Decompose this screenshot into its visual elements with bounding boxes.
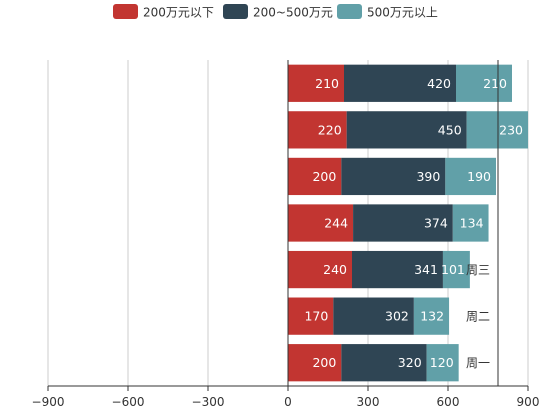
series-0: 200 170 240 244 200 220 210 <box>288 64 354 382</box>
legend-swatch <box>337 4 362 19</box>
bar[interactable] <box>288 297 334 335</box>
bar-value-label: 170 <box>304 309 328 324</box>
bar[interactable] <box>346 111 467 149</box>
bar-value-label: 341 <box>414 262 438 277</box>
x-tick-label: 900 <box>517 395 540 409</box>
bar-value-label: 302 <box>385 309 409 324</box>
bar-value-label: 190 <box>467 169 491 184</box>
x-tick-label: 0 <box>284 395 292 409</box>
bar[interactable] <box>413 297 450 335</box>
bar[interactable] <box>352 250 443 289</box>
bar[interactable] <box>288 64 344 102</box>
bar-value-label: 390 <box>416 169 440 184</box>
bar[interactable] <box>456 64 512 102</box>
category-label: 周二 <box>466 310 490 324</box>
x-tick-label: −900 <box>32 395 65 409</box>
bar[interactable] <box>288 250 352 289</box>
bar-series: 200 170 240 244 200 220 210 320 302 341 374 390 450 4… <box>288 64 528 382</box>
bar-value-label: 320 <box>398 355 422 370</box>
bar[interactable] <box>288 111 347 149</box>
bar[interactable] <box>344 64 456 102</box>
legend: 200万元以下 200~500万元 500万元以上 <box>113 4 438 20</box>
legend-label: 500万元以上 <box>367 6 438 20</box>
bar[interactable] <box>341 157 446 196</box>
bar[interactable] <box>452 204 489 242</box>
x-tick-label: 300 <box>357 395 380 409</box>
bar-value-label: 220 <box>318 122 342 137</box>
bar-value-label: 240 <box>323 262 347 277</box>
legend-label: 200万元以下 <box>143 6 214 20</box>
legend-swatch <box>223 4 248 19</box>
legend-item-0[interactable]: 200万元以下 <box>113 4 214 20</box>
x-tick-label: 600 <box>437 395 460 409</box>
bar[interactable] <box>466 111 528 149</box>
bar-value-label: 420 <box>427 76 451 91</box>
series-2: 120 132 101 134 190 230 210 <box>413 64 528 382</box>
bar[interactable] <box>445 157 496 196</box>
bar-value-label: 374 <box>424 216 448 231</box>
bar[interactable] <box>333 297 414 335</box>
x-tick-label: −600 <box>112 395 145 409</box>
bar[interactable] <box>288 157 342 196</box>
bar[interactable] <box>341 344 427 382</box>
bar-value-label: 210 <box>483 76 507 91</box>
bar-value-label: 230 <box>499 122 523 137</box>
legend-item-1[interactable]: 200~500万元 <box>223 4 333 20</box>
bar[interactable] <box>353 204 453 242</box>
category-label: 周一 <box>466 356 490 370</box>
x-tick-label: −300 <box>192 395 225 409</box>
bar-value-label: 244 <box>324 216 348 231</box>
category-label: 周三 <box>466 263 490 277</box>
legend-label: 200~500万元 <box>253 6 333 20</box>
bar-value-label: 134 <box>460 216 484 231</box>
bar[interactable] <box>288 204 354 242</box>
bar-value-label: 132 <box>420 309 444 324</box>
bar[interactable] <box>426 344 459 382</box>
series-1: 320 302 341 374 390 450 420 <box>333 64 467 382</box>
bar[interactable] <box>442 250 470 289</box>
legend-item-2[interactable]: 500万元以上 <box>337 4 438 20</box>
x-axis: −900 −600 −300 0 300 600 900 <box>32 60 540 409</box>
bar-value-label: 120 <box>430 355 454 370</box>
bar-value-label: 210 <box>315 76 339 91</box>
bar-value-label: 200 <box>312 355 336 370</box>
legend-swatch <box>113 4 138 19</box>
bar-value-label: 450 <box>438 122 462 137</box>
bar-value-label: 200 <box>312 169 336 184</box>
bar[interactable] <box>288 344 342 382</box>
bar-value-label: 101 <box>441 262 465 277</box>
